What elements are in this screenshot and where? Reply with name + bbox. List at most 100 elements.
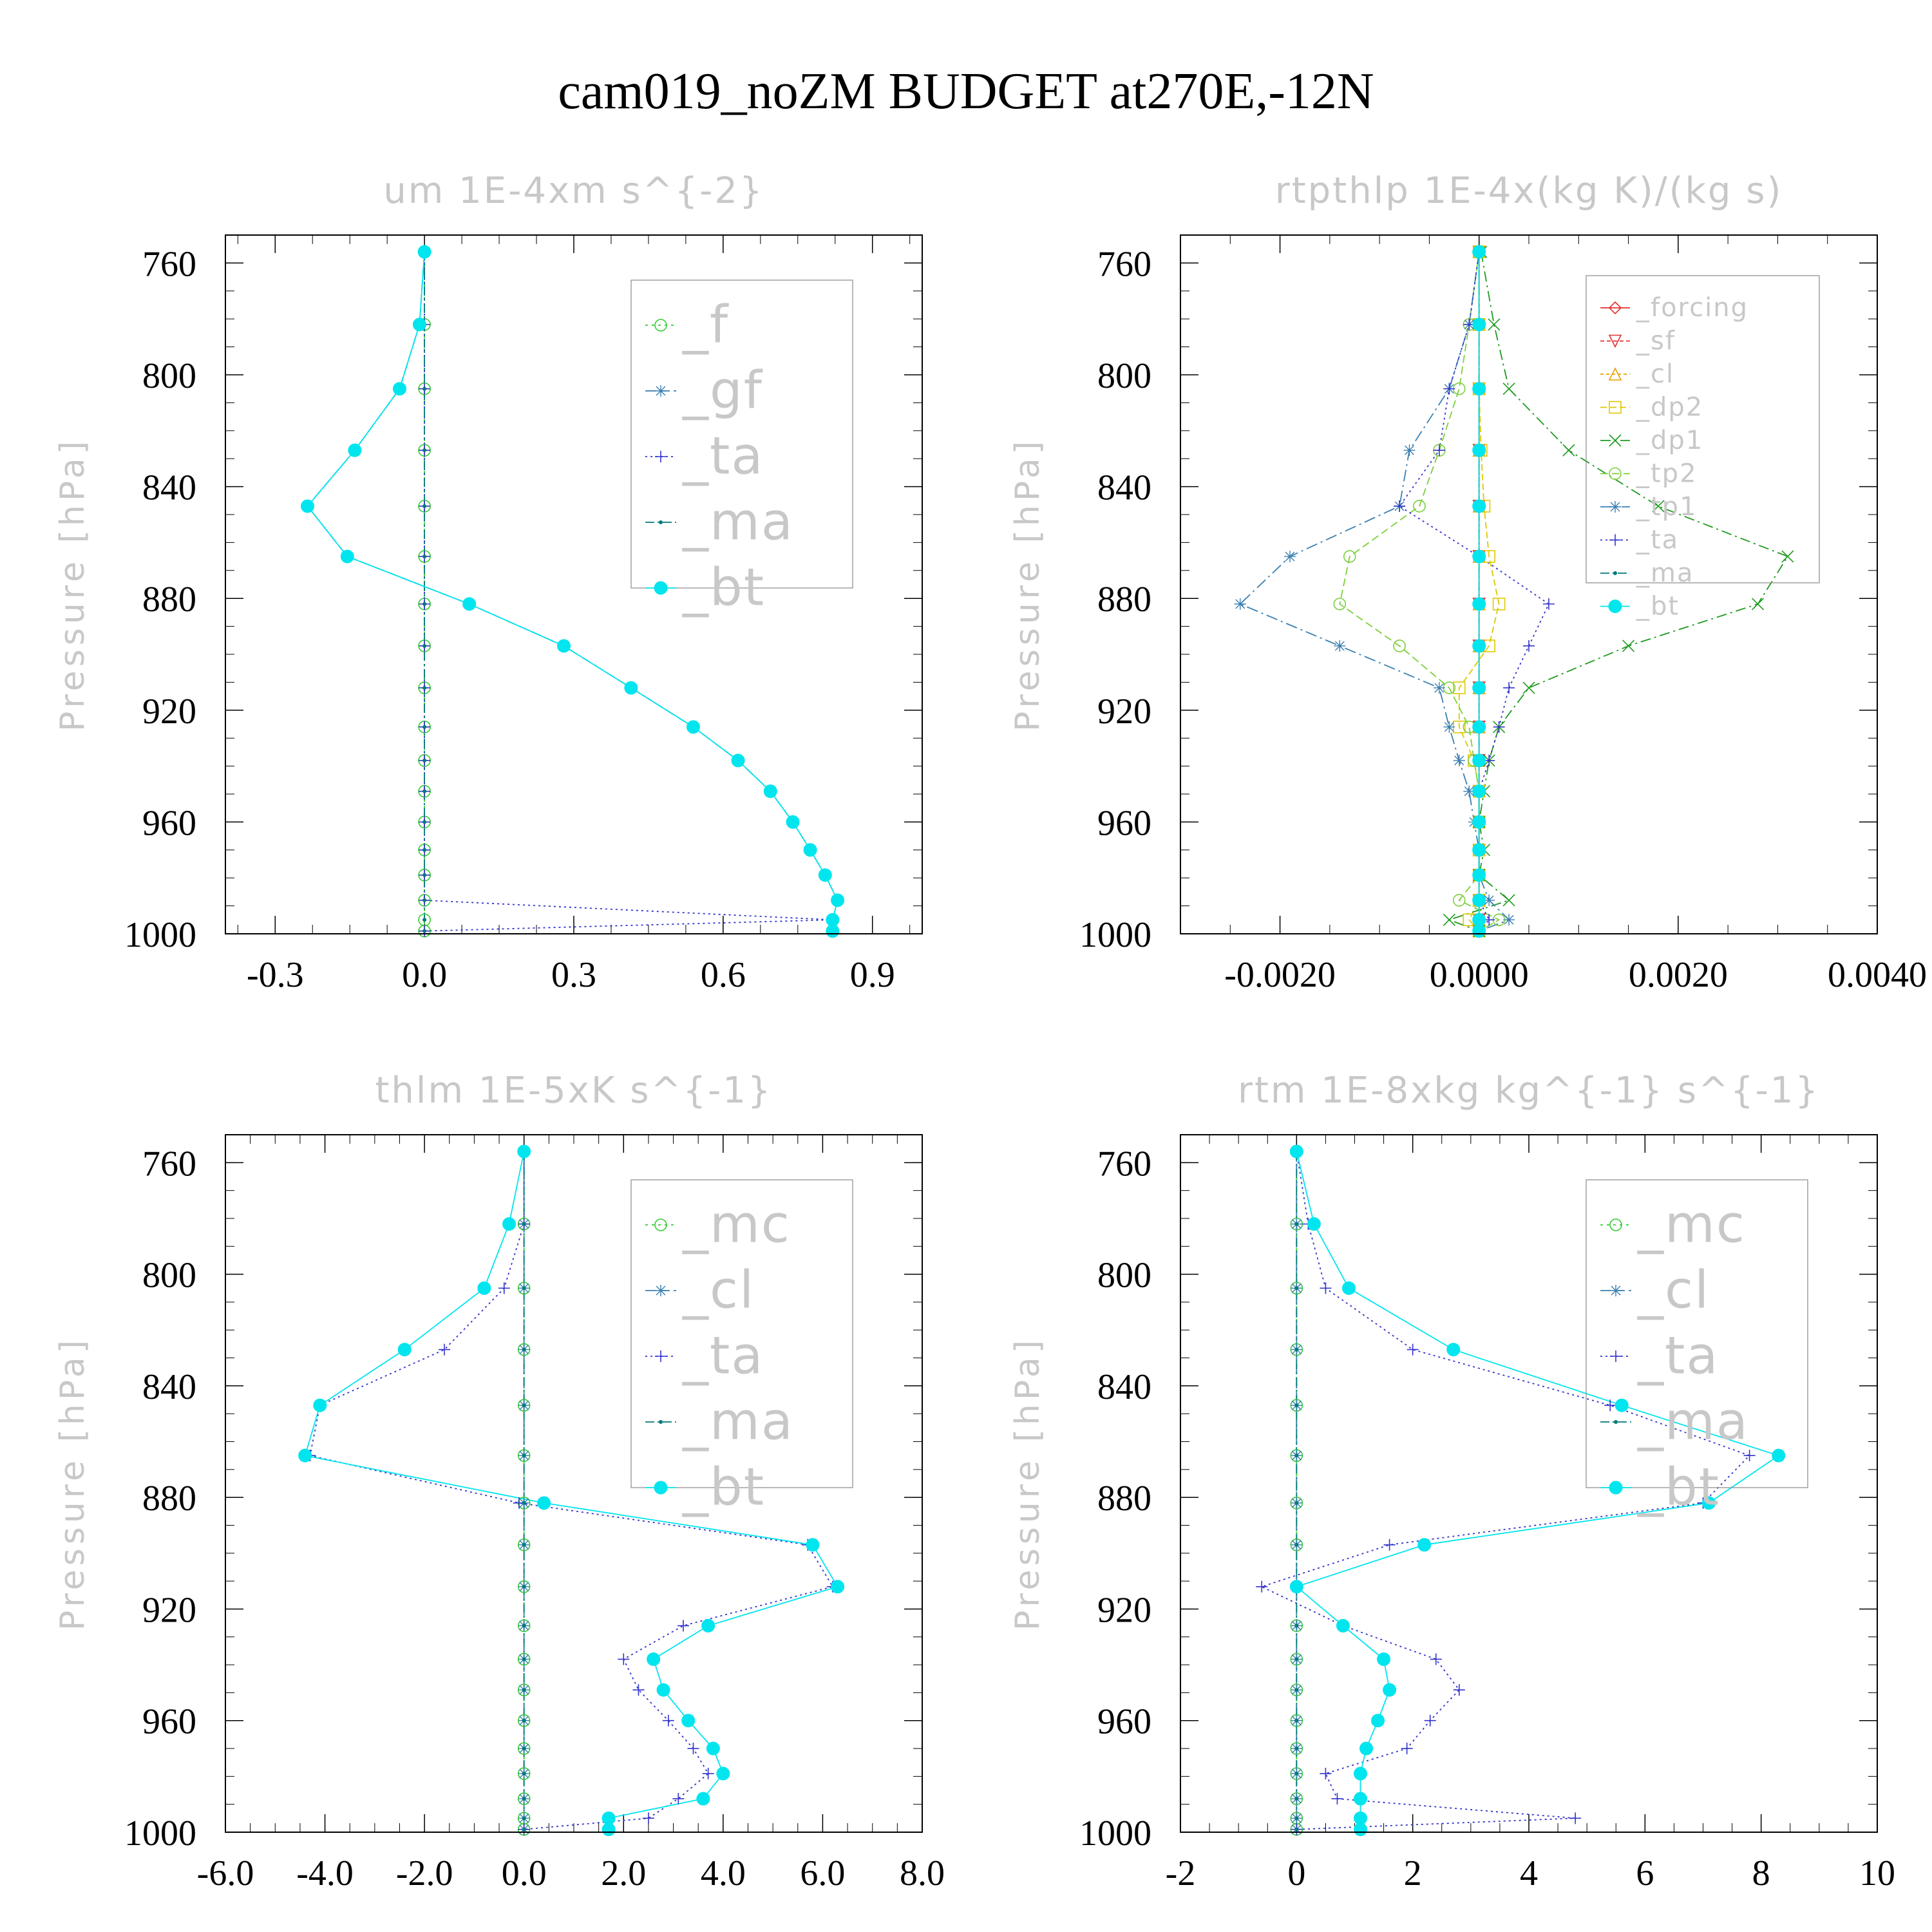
legend-label: _forcing: [1636, 293, 1748, 323]
data-point: [1443, 913, 1455, 926]
data-point: [462, 597, 477, 611]
legend-swatch-marker: [1610, 1350, 1622, 1362]
data-point: [702, 1768, 714, 1780]
data-point: [1604, 1399, 1616, 1412]
data-point: [1433, 444, 1445, 457]
data-point: [498, 1282, 510, 1294]
data-point: [803, 843, 817, 857]
data-point: [298, 1448, 312, 1463]
legend-swatch-marker: [659, 520, 663, 524]
data-point: [1503, 914, 1515, 926]
panel-title: rtpthlp 1E-4x(kg K)/(kg s): [1275, 170, 1783, 212]
data-point: [502, 1217, 516, 1231]
data-point: [786, 815, 800, 829]
y-tick-label: 920: [1097, 692, 1151, 732]
data-point: [1294, 1286, 1299, 1291]
legend-swatch-marker: [655, 385, 667, 397]
y-tick-label: 800: [142, 356, 196, 396]
data-point: [731, 753, 745, 768]
data-point: [1333, 598, 1347, 611]
legend-label: _ma: [682, 491, 794, 551]
data-point: [1472, 499, 1486, 513]
x-tick-label: -6.0: [197, 1853, 254, 1893]
y-tick-label: 800: [142, 1256, 196, 1296]
panel-4: rtm 1E-8xkg kg^{-1} s^{-1} Pressure [hPa]…: [1009, 1070, 1895, 1893]
data-point: [477, 1281, 491, 1295]
data-point: [1334, 639, 1346, 652]
x-tick-label: 0.6: [701, 955, 746, 995]
y-axis-label: Pressure [hPa]: [53, 1336, 92, 1631]
data-point: [1294, 1454, 1299, 1458]
legend-swatch-marker: [654, 581, 668, 595]
plot-frame: [225, 1134, 923, 1833]
data-point: [340, 549, 354, 564]
data-point: [1522, 681, 1535, 694]
y-tick-label: 880: [142, 580, 196, 620]
data-point: [422, 643, 427, 648]
data-point: [1542, 598, 1555, 610]
data-point: [1472, 784, 1486, 799]
legend-label: _f: [682, 294, 729, 354]
data-point: [1320, 1282, 1332, 1294]
y-tick-label: 800: [1097, 356, 1151, 396]
data-point: [687, 1743, 699, 1755]
legend-label: _ma: [1637, 1391, 1749, 1451]
legend-swatch-marker: [1609, 467, 1622, 480]
y-tick-label: 1000: [124, 1814, 196, 1853]
data-point: [1383, 1683, 1397, 1697]
x-tick-label: 0: [1287, 1853, 1305, 1893]
x-tick-label: 6: [1636, 1853, 1654, 1893]
legend-swatch-marker: [655, 451, 667, 462]
data-point: [831, 893, 845, 907]
data-point: [1294, 1403, 1299, 1408]
data-point: [1483, 894, 1495, 906]
legend-label: _cl: [682, 1260, 755, 1320]
legend-label: _gf: [682, 360, 763, 420]
data-point: [1354, 1766, 1368, 1781]
data-point: [662, 1714, 674, 1727]
legend-swatch-marker: [1609, 1481, 1623, 1495]
legend-swatch-marker: [654, 319, 667, 332]
legend-swatch-marker: [1609, 534, 1621, 546]
data-point: [1472, 382, 1486, 396]
data-point: [706, 1741, 720, 1756]
panel-title: thlm 1E-5xK s^{-1}: [375, 1070, 772, 1112]
data-point: [422, 929, 427, 933]
data-point: [1406, 1343, 1419, 1356]
data-point: [1453, 1684, 1465, 1696]
data-point: [1472, 245, 1486, 259]
data-point: [522, 1688, 526, 1692]
data-point: [422, 898, 427, 902]
legend-swatch-marker: [654, 1481, 668, 1495]
data-point: [686, 720, 700, 734]
data-point: [1294, 1347, 1299, 1352]
data-point: [1702, 1496, 1716, 1510]
x-tick-label: 6.0: [800, 1853, 845, 1893]
panels-container: um 1E-4xm s^{-2} Pressure [hPa] -0.3 0.0 0.3…: [53, 170, 1927, 1893]
y-axis-label: Pressure [hPa]: [1009, 1336, 1047, 1631]
x-tick-label: 0.9: [850, 955, 895, 995]
data-point: [422, 820, 427, 824]
legend-label: _bt: [682, 1457, 765, 1517]
data-point: [1294, 1624, 1299, 1628]
data-point: [522, 1347, 526, 1352]
x-tick-label: 0.0000: [1430, 955, 1529, 995]
data-point: [1569, 1812, 1582, 1824]
data-point: [831, 1580, 845, 1594]
data-point: [1472, 893, 1486, 907]
data-point: [1294, 1718, 1299, 1723]
legend-label: _sf: [1636, 327, 1676, 356]
legend-label: _ta: [1637, 1325, 1719, 1385]
data-point: [1472, 681, 1486, 695]
data-point: [1453, 754, 1465, 766]
data-point: [1354, 1792, 1368, 1806]
y-tick-label: 960: [142, 1702, 196, 1742]
legend-label: _mc: [682, 1194, 791, 1254]
data-point: [522, 1222, 526, 1226]
data-point: [1523, 639, 1535, 652]
x-tick-label: 2: [1404, 1853, 1422, 1893]
data-point: [422, 448, 427, 453]
legend-swatch-marker: [659, 1420, 663, 1424]
legend-label: _ma: [682, 1391, 794, 1451]
